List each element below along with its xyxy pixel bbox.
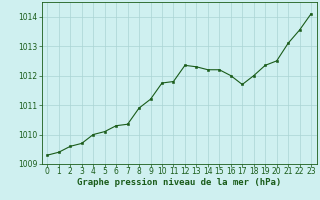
X-axis label: Graphe pression niveau de la mer (hPa): Graphe pression niveau de la mer (hPa) [77,178,281,187]
